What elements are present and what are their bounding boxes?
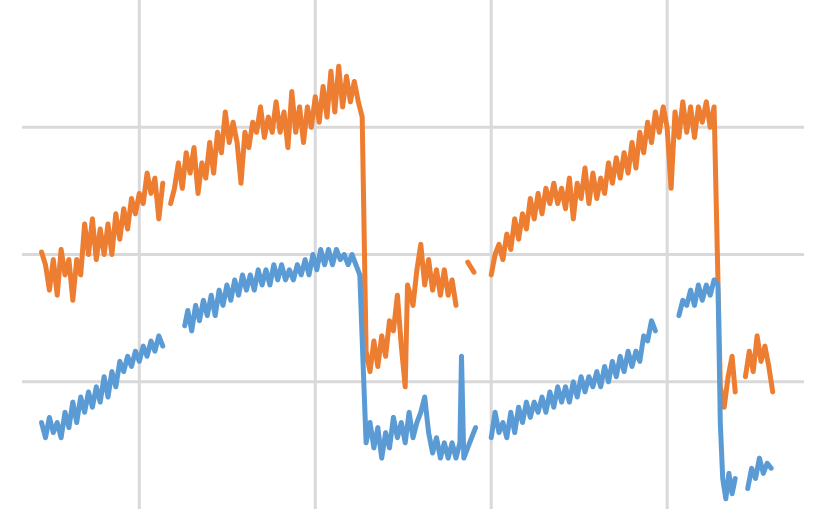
gridlines [22,0,804,509]
series-line-0 [39,63,776,410]
series-group [39,63,776,502]
series-line-1 [39,246,774,502]
